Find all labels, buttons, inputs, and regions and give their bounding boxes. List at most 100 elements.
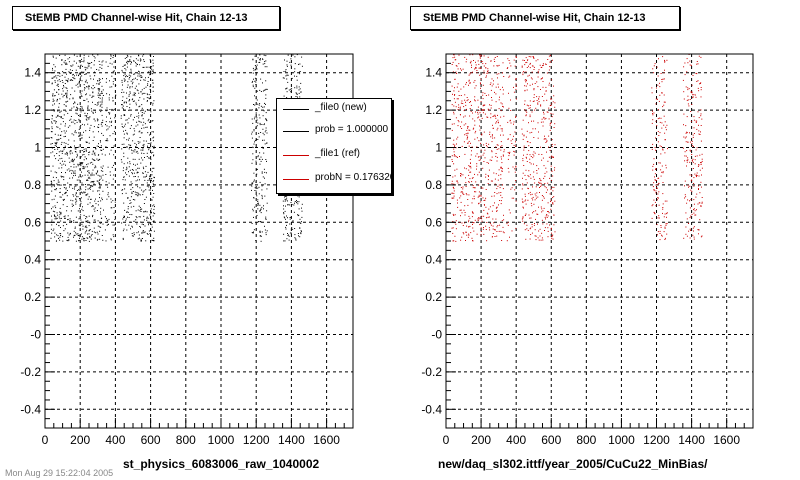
left-data-point [99, 185, 101, 187]
right-data-point [451, 104, 453, 106]
left-data-point [51, 182, 53, 184]
right-data-point [492, 83, 494, 85]
left-data-point [94, 60, 95, 62]
left-data-point [94, 109, 96, 111]
right-data-point [487, 175, 489, 176]
left-data-point [151, 120, 153, 122]
right-data-point [527, 141, 529, 143]
left-data-point [88, 136, 90, 138]
right-data-point [468, 145, 470, 147]
right-data-point [685, 136, 687, 138]
left-data-point [130, 61, 132, 62]
left-data-point [122, 230, 124, 232]
left-data-point [69, 170, 71, 172]
right-data-point [532, 157, 534, 159]
left-data-point [148, 222, 150, 224]
left-data-point [87, 67, 89, 69]
left-data-point [84, 115, 86, 117]
left-data-point [80, 73, 81, 75]
left-data-point [284, 198, 286, 200]
left-data-point [130, 196, 132, 198]
left-data-point [102, 148, 104, 150]
right-data-point [699, 169, 701, 171]
left-data-point [126, 119, 128, 121]
left-data-point [63, 199, 65, 201]
left-data-point [123, 133, 125, 135]
left-data-point [126, 86, 128, 88]
left-data-point [75, 84, 77, 86]
left-data-point [126, 229, 128, 231]
left-data-point [82, 228, 84, 230]
left-data-point [121, 189, 123, 191]
left-data-point [121, 222, 123, 224]
left-data-point [76, 190, 78, 191]
left-data-point [80, 111, 82, 113]
left-data-point [257, 203, 259, 205]
right-data-point [657, 193, 659, 195]
left-data-point [140, 132, 142, 134]
left-data-point [153, 136, 155, 138]
left-data-point [129, 107, 131, 109]
right-data-point [547, 211, 549, 212]
right-data-point [451, 85, 453, 87]
left-data-point [97, 233, 99, 235]
right-data-point [466, 108, 467, 110]
right-data-point [686, 71, 688, 73]
right-data-point [553, 196, 555, 198]
left-data-point [144, 123, 146, 125]
left-data-point [110, 121, 112, 123]
right-data-point [524, 103, 526, 105]
right-data-point [664, 227, 666, 229]
right-data-point [542, 196, 544, 198]
right-data-point [539, 182, 541, 184]
right-data-point [546, 217, 548, 218]
left-data-point [77, 83, 79, 85]
left-data-point [131, 152, 133, 154]
left-data-point [251, 189, 252, 191]
right-data-point [551, 139, 553, 141]
right-data-point [542, 77, 543, 79]
left-data-point [74, 123, 76, 125]
left-data-point [149, 66, 151, 68]
right-data-point [664, 101, 666, 103]
right-data-point [523, 223, 525, 225]
right-data-point [453, 123, 455, 125]
right-data-point [700, 125, 702, 126]
right-data-point [476, 233, 478, 235]
right-data-point [509, 151, 511, 153]
left-x-tick-label: 800 [176, 433, 196, 447]
right-data-point [525, 110, 527, 112]
right-data-point [532, 101, 534, 102]
left-data-point [83, 89, 85, 91]
right-data-point [652, 165, 654, 167]
left-data-point [87, 203, 89, 205]
right-data-point [535, 218, 536, 220]
left-data-point [147, 179, 149, 181]
left-data-point [145, 77, 146, 79]
right-data-point [502, 72, 503, 74]
left-data-point [57, 235, 59, 237]
right-data-point [543, 113, 545, 115]
left-data-point [86, 229, 88, 231]
left-data-point [259, 61, 261, 63]
left-data-point [51, 232, 53, 234]
right-data-point [662, 193, 664, 195]
left-data-point [261, 185, 263, 187]
right-data-point [485, 229, 487, 230]
left-data-point [95, 203, 97, 205]
left-data-point [136, 223, 138, 225]
left-data-point [109, 121, 111, 123]
left-data-point [101, 101, 103, 103]
left-data-point [124, 125, 126, 127]
left-data-point [138, 147, 140, 149]
right-data-point [656, 87, 657, 89]
right-data-point [544, 230, 545, 231]
right-data-point [492, 233, 494, 234]
right-data-point [527, 59, 528, 61]
left-data-point [153, 131, 154, 133]
right-data-point [534, 229, 536, 231]
left-data-point [137, 141, 139, 143]
left-data-point [139, 97, 141, 99]
right-data-point [548, 82, 550, 84]
right-data-point [542, 121, 544, 123]
